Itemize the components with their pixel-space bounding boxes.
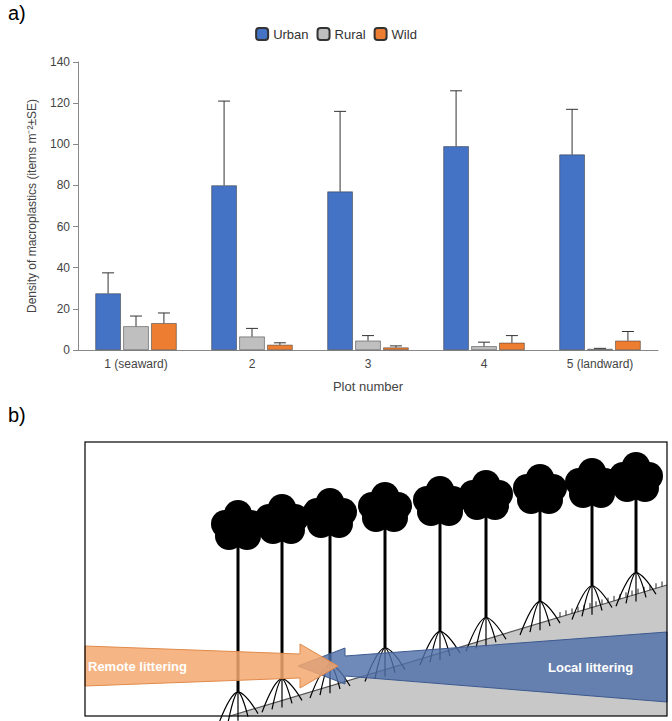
svg-text:Urban: Urban [273, 27, 308, 42]
svg-text:2: 2 [249, 357, 256, 371]
svg-text:3: 3 [365, 357, 372, 371]
svg-text:Wild: Wild [392, 27, 417, 42]
html-text:b): b) [8, 404, 26, 426]
svg-text:Local littering: Local littering [548, 660, 633, 675]
svg-text:20: 20 [57, 302, 71, 316]
svg-text:140: 140 [50, 55, 70, 69]
svg-text:Density of macroplastics (item: Density of macroplastics (items m⁻²±SE) [25, 99, 39, 313]
html-text:a): a) [8, 2, 26, 24]
svg-text:120: 120 [50, 96, 70, 110]
svg-text:60: 60 [57, 220, 71, 234]
svg-text:Rural: Rural [335, 27, 366, 42]
svg-text:40: 40 [57, 261, 71, 275]
svg-text:0: 0 [63, 343, 70, 357]
svg-text:100: 100 [50, 137, 70, 151]
svg-text:80: 80 [57, 178, 71, 192]
svg-text:5 (landward): 5 (landward) [567, 357, 634, 371]
svg-text:1 (seaward): 1 (seaward) [104, 357, 167, 371]
svg-text:4: 4 [481, 357, 488, 371]
svg-text:Remote littering: Remote littering [88, 659, 187, 674]
svg-text:Plot number: Plot number [333, 379, 404, 394]
